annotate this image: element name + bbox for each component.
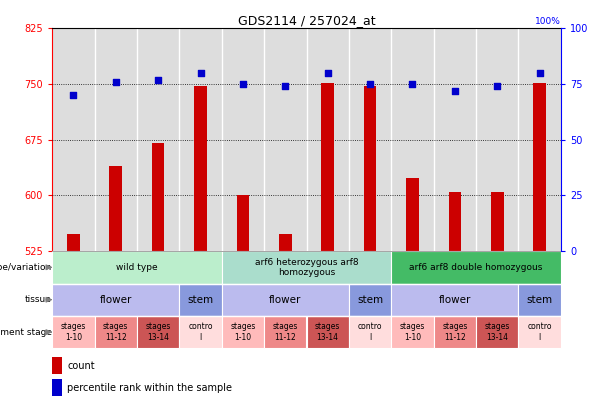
Bar [237,196,249,251]
Bar [519,316,561,348]
Text: stem: stem [357,295,383,305]
Bar [222,28,264,251]
Bar [391,28,433,251]
Bar [137,316,180,348]
Bar [222,316,264,348]
Point [492,83,502,90]
Bar [491,192,504,251]
Bar [94,28,137,251]
Bar [391,251,561,284]
Bar [222,284,349,316]
Bar [52,357,63,374]
Bar [306,28,349,251]
Text: stages
1-10: stages 1-10 [61,322,86,342]
Bar [264,28,306,251]
Bar [533,83,546,251]
Point [69,92,78,98]
Text: tissue: tissue [25,295,51,304]
Text: contro
l: contro l [358,322,383,342]
Bar [94,316,137,348]
Bar [434,316,476,348]
Bar [52,316,94,348]
Bar [52,379,63,396]
Text: percentile rank within the sample: percentile rank within the sample [67,383,232,393]
Bar [306,316,349,348]
Text: arf6 arf8 double homozygous: arf6 arf8 double homozygous [409,263,543,272]
Bar [52,251,222,284]
Point [365,81,375,87]
Point [196,70,205,76]
Text: flower: flower [99,295,132,305]
Text: stages
11-12: stages 11-12 [103,322,128,342]
Text: stages
1-10: stages 1-10 [230,322,256,342]
Bar [406,178,419,251]
Text: stem: stem [527,295,553,305]
Text: genotype/variation: genotype/variation [0,263,51,272]
Bar [152,143,164,251]
Bar [222,251,391,284]
Point [408,81,417,87]
Text: flower: flower [439,295,471,305]
Bar [52,284,179,316]
Text: stages
1-10: stages 1-10 [400,322,425,342]
Text: arf6 heterozygous arf8
homozygous: arf6 heterozygous arf8 homozygous [254,258,359,277]
Text: contro
l: contro l [527,322,552,342]
Bar [194,85,207,251]
Text: development stage: development stage [0,328,51,337]
Point [111,79,121,85]
Text: contro
l: contro l [188,322,213,342]
Point [280,83,290,90]
Bar [109,166,122,251]
Bar [519,284,561,316]
Bar [279,234,292,251]
Point [323,70,333,76]
Text: stages
13-14: stages 13-14 [145,322,171,342]
Bar [434,28,476,251]
Bar [349,28,391,251]
Bar [476,28,519,251]
Text: stages
11-12: stages 11-12 [273,322,298,342]
Bar [449,192,461,251]
Bar [349,316,391,348]
Bar [67,234,80,251]
Bar [391,284,519,316]
Point [535,70,544,76]
Text: flower: flower [269,295,302,305]
Text: stages
13-14: stages 13-14 [315,322,340,342]
Bar [519,28,561,251]
Text: stages
11-12: stages 11-12 [442,322,468,342]
Bar [321,83,334,251]
Point [238,81,248,87]
Bar [179,316,222,348]
Bar [52,28,94,251]
Text: wild type: wild type [116,263,158,272]
Text: stem: stem [188,295,213,305]
Point [450,87,460,94]
Bar [391,316,433,348]
Bar [364,85,376,251]
Title: GDS2114 / 257024_at: GDS2114 / 257024_at [238,14,375,27]
Text: 100%: 100% [535,17,561,26]
Bar [349,284,391,316]
Bar [264,316,306,348]
Point [153,76,163,83]
Bar [179,284,222,316]
Text: count: count [67,361,95,371]
Text: stages
13-14: stages 13-14 [485,322,510,342]
Bar [137,28,180,251]
Bar [476,316,519,348]
Bar [179,28,222,251]
